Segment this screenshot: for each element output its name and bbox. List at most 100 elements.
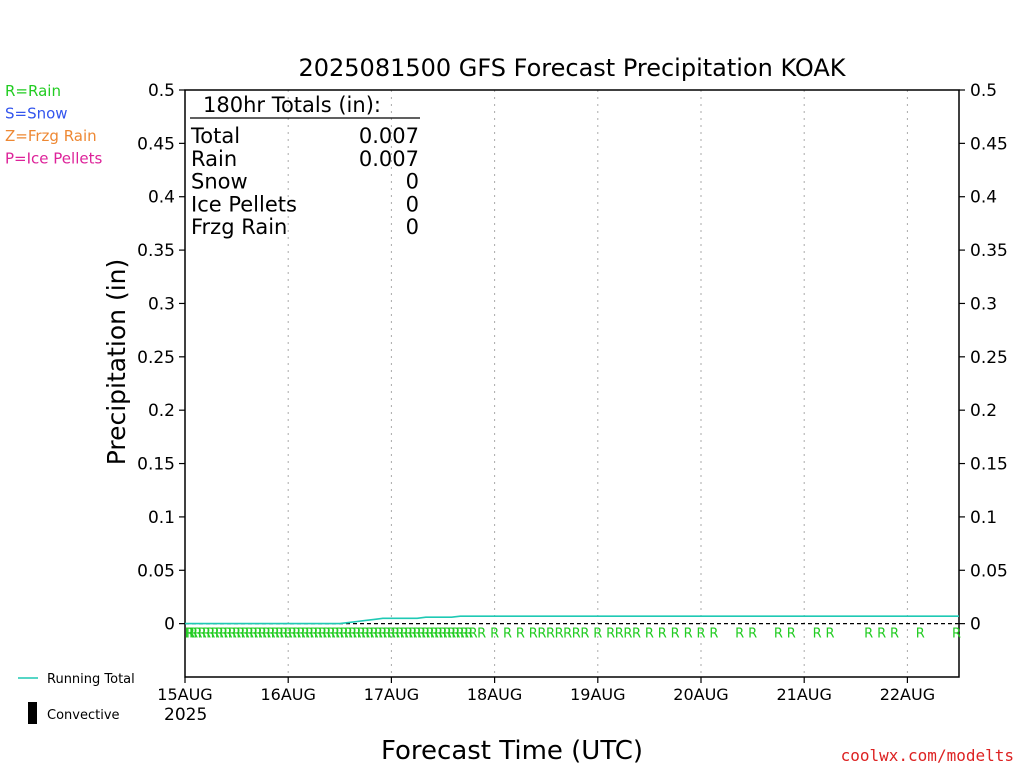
rain-marker: R — [684, 627, 693, 642]
precip-type-legend: R=Rain S=Snow Z=Frzg Rain P=Ice Pellets — [5, 82, 102, 168]
rain-marker: R — [271, 627, 280, 642]
precip-type-legend-entry: P=Ice Pellets — [5, 150, 102, 168]
rain-marker: R — [284, 627, 293, 642]
plot-frame — [184, 89, 960, 678]
rain-marker: R — [408, 627, 417, 642]
legend-label: Running Total — [47, 672, 135, 687]
rain-marker: R — [774, 627, 783, 642]
precip-type-legend-entry: S=Snow — [5, 105, 68, 123]
totals-row-label: Frzg Rain — [191, 215, 287, 239]
rain-marker: R — [477, 627, 486, 642]
rain-marker: R — [537, 627, 546, 642]
rain-marker: R — [206, 627, 215, 642]
rain-marker: R — [572, 627, 581, 642]
x-tick-label: 16AUG — [260, 685, 315, 704]
rain-marker: R — [813, 627, 822, 642]
rain-marker: R — [378, 627, 387, 642]
rain-marker: R — [361, 627, 370, 642]
rain-marker: R — [916, 627, 925, 642]
y-tick-label: 0.4 — [970, 188, 997, 208]
totals-row-label: Rain — [191, 147, 237, 171]
y-tick-label: 0.1 — [970, 508, 997, 528]
rain-marker: R — [952, 627, 961, 642]
x-tick-label: 15AUG — [157, 685, 212, 704]
totals-row-value: 0 — [406, 192, 419, 216]
y-tick-label: 0.25 — [137, 348, 175, 368]
y-tick-label: 0.05 — [137, 561, 175, 581]
y-tick-label: 0.1 — [148, 508, 175, 528]
rain-marker: R — [456, 627, 465, 642]
rain-marker: R — [400, 627, 409, 642]
rain-marker: R — [357, 627, 366, 642]
rain-marker: R — [219, 627, 228, 642]
rain-marker: R — [696, 627, 705, 642]
chart-title: 2025081500 GFS Forecast Precipitation KO… — [298, 54, 846, 82]
rain-marker: R — [593, 627, 602, 642]
totals-heading: 180hr Totals (in): — [203, 93, 381, 117]
rain-marker: R — [606, 627, 615, 642]
rain-marker: R — [335, 627, 344, 642]
rain-marker: R — [645, 627, 654, 642]
rain-marker: R — [318, 627, 327, 642]
y-tick-label: 0.15 — [137, 455, 175, 475]
totals-row-label: Ice Pellets — [191, 192, 297, 216]
rain-marker: R — [417, 627, 426, 642]
rain-marker: R — [632, 627, 641, 642]
rain-marker: R — [236, 627, 245, 642]
rain-marker: R — [189, 627, 198, 642]
rain-marker: R — [279, 627, 288, 642]
rain-marker: R — [185, 627, 194, 642]
rain-marker: R — [241, 627, 250, 642]
y-axis-right: 0 0.05 0.1 0.15 0.2 0.25 0.3 0.35 0.4 0.45 0.5 — [959, 81, 1008, 635]
rain-marker: R — [623, 627, 632, 642]
rain-marker: R — [490, 627, 499, 642]
y-tick-label: 0.2 — [970, 401, 997, 421]
y-tick-label: 0.15 — [970, 455, 1008, 475]
y-axis-left: 0 0.05 0.1 0.15 0.2 0.25 0.3 0.35 0.4 0.45 0.5 — [137, 81, 185, 635]
year-label: 2025 — [164, 705, 207, 725]
rain-marker: R — [671, 627, 680, 642]
y-tick-label: 0.2 — [148, 401, 175, 421]
rain-marker: R — [314, 627, 323, 642]
rain-marker: R — [249, 627, 258, 642]
totals-row-value: 0 — [406, 215, 419, 239]
rain-marker: R — [825, 627, 834, 642]
rain-marker: R — [322, 627, 331, 642]
rain-marker: R — [555, 627, 564, 642]
x-tick-label: 18AUG — [467, 685, 522, 704]
rain-marker: R — [735, 627, 744, 642]
rain-marker: R — [365, 627, 374, 642]
rain-marker: R — [258, 627, 267, 642]
legend-swatch-convective — [28, 702, 37, 724]
precip-type-markers: RRRRRRRRRRRRRRRRRRRRRRRRRRRRRRRRRRRRRRRR… — [185, 627, 961, 642]
rain-marker: R — [447, 627, 456, 642]
y-tick-label: 0.5 — [148, 81, 175, 101]
rain-marker: R — [327, 627, 336, 642]
rain-marker: R — [430, 627, 439, 642]
rain-marker: R — [292, 627, 301, 642]
bottom-legend: Running Total Convective — [18, 672, 135, 724]
rain-marker: R — [787, 627, 796, 642]
rain-marker: R — [202, 627, 211, 642]
rain-marker: R — [443, 627, 452, 642]
x-tick-label: 19AUG — [570, 685, 625, 704]
y-tick-label: 0.25 — [970, 348, 1008, 368]
y-tick-label: 0.35 — [970, 241, 1008, 261]
rain-marker: R — [503, 627, 512, 642]
rain-marker: R — [615, 627, 624, 642]
rain-marker: R — [546, 627, 555, 642]
rain-marker: R — [426, 627, 435, 642]
rain-marker: R — [301, 627, 310, 642]
rain-marker: R — [709, 627, 718, 642]
rain-marker: R — [245, 627, 254, 642]
y-axis-label: Precipitation (in) — [102, 259, 131, 466]
rain-marker: R — [266, 627, 275, 642]
rain-marker: R — [211, 627, 220, 642]
rain-marker: R — [186, 627, 195, 642]
rain-marker: R — [232, 627, 241, 642]
rain-marker: R — [877, 627, 886, 642]
y-tick-label: 0.45 — [970, 134, 1008, 154]
totals-row-value: 0.007 — [359, 124, 419, 148]
y-tick-label: 0.45 — [137, 134, 175, 154]
